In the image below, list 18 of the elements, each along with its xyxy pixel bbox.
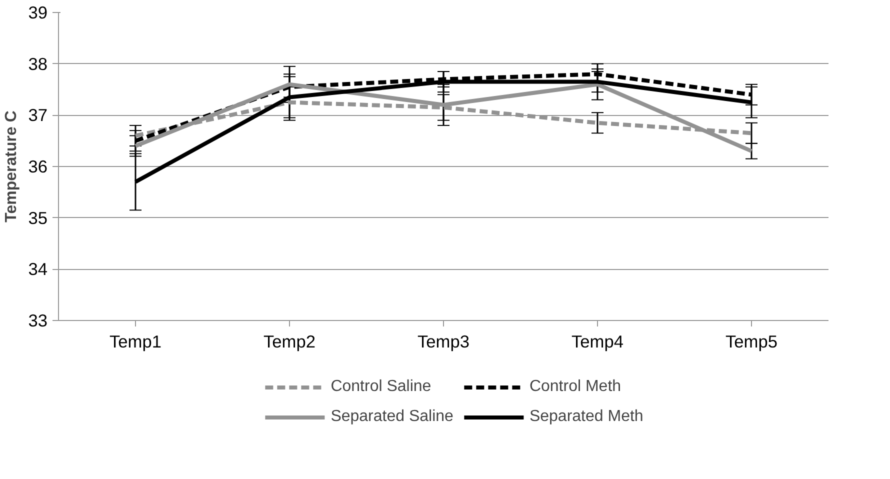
x-tick-label: Temp1 [109,332,162,352]
legend-label: Separated Meth [529,408,644,426]
x-tick-label: Temp2 [263,332,316,352]
x-tick-label: Temp3 [417,332,470,352]
y-tick-label: 37 [28,105,48,126]
line-series [134,82,754,154]
legend-label: Control Meth [529,378,622,396]
y-axis-title: Temperature C [3,110,20,222]
legend-label: Separated Saline [330,408,454,426]
y-tick-label: 33 [28,310,48,330]
x-tick-label: Temp5 [725,332,778,352]
y-tick-label: 36 [28,156,48,176]
legend-label: Control Saline [330,378,432,396]
x-tick-label: Temp4 [571,332,624,352]
y-tick-label: 39 [28,2,48,22]
y-tick-label: 38 [28,54,48,74]
y-tick-label: 35 [28,208,48,228]
y-tick-label: 34 [28,259,48,280]
